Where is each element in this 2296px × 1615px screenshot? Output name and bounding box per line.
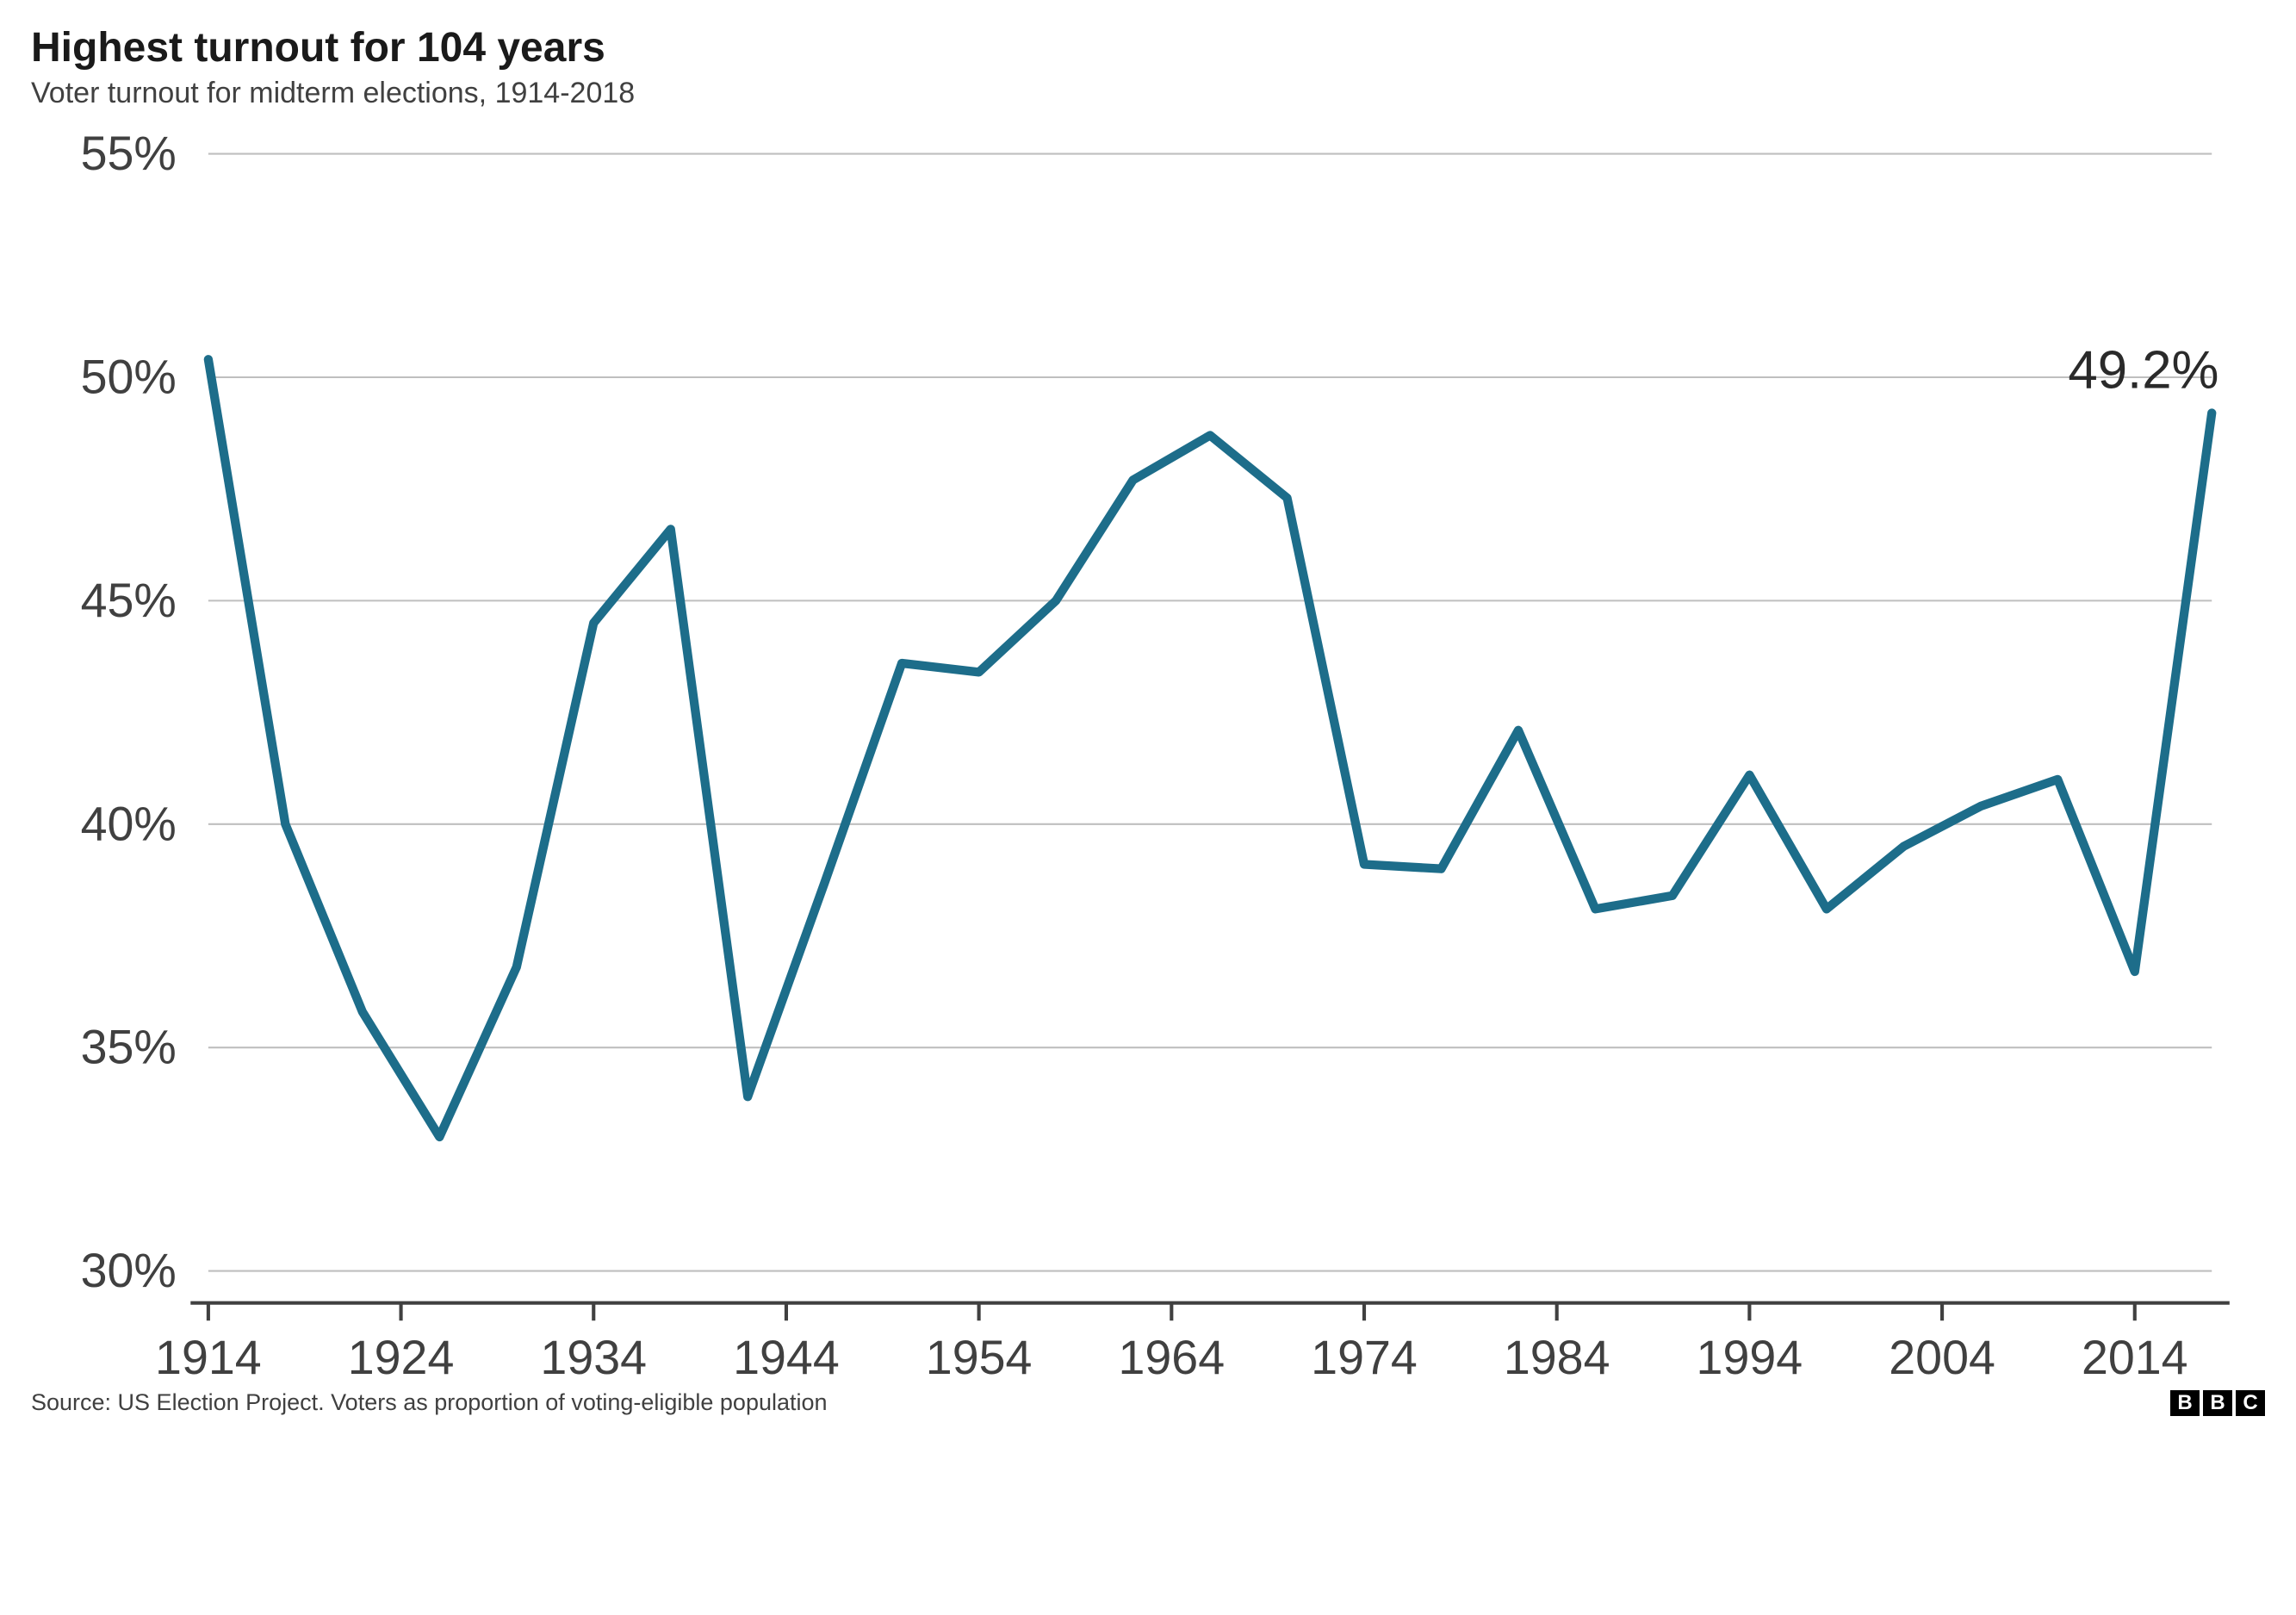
y-axis-label: 55% — [81, 136, 177, 180]
chart-title: Highest turnout for 104 years — [31, 24, 2265, 71]
x-axis-label: 2014 — [2082, 1331, 2188, 1377]
y-axis-label: 40% — [81, 797, 177, 850]
y-axis-label: 30% — [81, 1244, 177, 1297]
x-axis-label: 1984 — [1504, 1331, 1610, 1377]
data-line — [208, 359, 2212, 1137]
y-axis-label: 50% — [81, 351, 177, 404]
x-axis-label: 1994 — [1697, 1331, 1803, 1377]
bbc-logo-letter: B — [2170, 1390, 2200, 1416]
data-annotation: 49.2% — [2068, 341, 2218, 401]
x-axis-label: 1944 — [733, 1331, 840, 1377]
chart-subtitle: Voter turnout for midterm elections, 191… — [31, 77, 2265, 110]
x-axis-label: 1974 — [1311, 1331, 1418, 1377]
x-axis-label: 1924 — [348, 1331, 455, 1377]
y-axis-label: 45% — [81, 574, 177, 627]
bbc-logo-letter: B — [2203, 1390, 2232, 1416]
x-axis-label: 2004 — [1889, 1331, 1995, 1377]
source-text: Source: US Election Project. Voters as p… — [31, 1389, 828, 1416]
x-axis-label: 1934 — [540, 1331, 647, 1377]
line-chart: 30% 35% 40% 45% 50% 55% 1914 1924 1934 1944 1954 19… — [31, 136, 2265, 1377]
bbc-logo: B B C — [2170, 1390, 2265, 1416]
y-axis-label: 35% — [81, 1021, 177, 1074]
x-axis-label: 1954 — [926, 1331, 1033, 1377]
x-axis-label: 1914 — [155, 1331, 262, 1377]
bbc-logo-letter: C — [2236, 1390, 2265, 1416]
chart-container: 30% 35% 40% 45% 50% 55% 1914 1924 1934 1944 1954 19… — [31, 136, 2265, 1377]
x-axis-label: 1964 — [1118, 1331, 1225, 1377]
